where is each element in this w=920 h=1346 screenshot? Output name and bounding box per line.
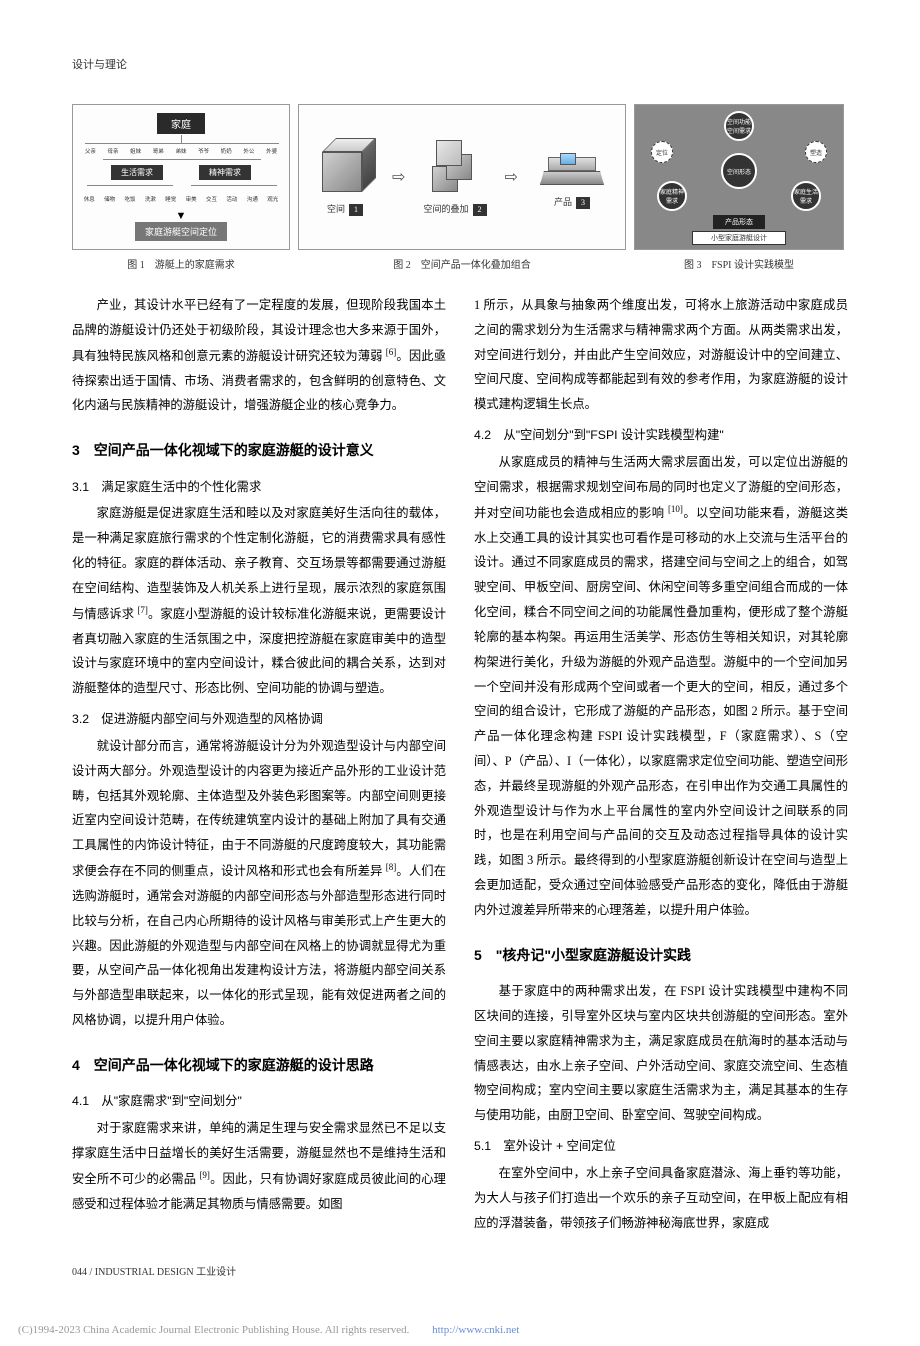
ref-10: [10]	[668, 504, 683, 514]
caption-3: 图 3 FSPI 设计实践模型	[634, 256, 844, 271]
right-column: 1 所示，从具象与抽象两个维度出发，可将水上旅游活动中家庭成员之间的需求划分为生…	[474, 293, 848, 1235]
figure-2: 空间1 ⇨ 空间的叠加2 ⇨	[298, 104, 626, 250]
fig1-life-demand: 生活需求	[111, 165, 163, 180]
heading-4-2: 4.2 从"空间划分"到"FSPI 设计实践模型构建"	[474, 423, 848, 448]
fig1-spirit-demand: 精神需求	[199, 165, 251, 180]
figure-3: 空间功能 空间需求 定位 塑造 空间形态 家庭精神 需求 家庭生活 需求 产品形…	[634, 104, 844, 250]
model-node-center: 空间形态	[721, 153, 757, 189]
page-footer: 044 / INDUSTRIAL DESIGN 工业设计	[72, 1263, 848, 1278]
heading-3: 3 空间产品一体化视域下的家庭游艇的设计意义	[72, 436, 446, 464]
ref-6: [6]	[386, 347, 397, 357]
captions-row: 图 1 游艇上的家庭需求 图 2 空间产品一体化叠加组合 图 3 FSPI 设计…	[72, 256, 848, 271]
fig1-members: 父亲母亲 姐妹哥弟 弟妹爷爷 奶奶外公 外婆	[73, 147, 289, 155]
ref-9: [9]	[199, 1170, 210, 1180]
model-bar1: 产品形态	[713, 215, 765, 229]
body-columns: 产业，其设计水平已经有了一定程度的发展，但现阶段我国本土品牌的游艇设计仍还处于初…	[72, 293, 848, 1235]
fig1-result: 家庭游艇空间定位	[135, 222, 227, 241]
model-node-tr: 塑造	[805, 141, 827, 163]
copyright-bar: (C)1994-2023 China Academic Journal Elec…	[0, 1318, 920, 1346]
figure-1: 家庭 父亲母亲 姐妹哥弟 弟妹爷爷 奶奶外公 外婆 生活需求 精神需求	[72, 104, 290, 250]
model-node-bl: 家庭精神 需求	[657, 181, 687, 211]
heading-3-2: 3.2 促进游艇内部空间与外观造型的风格协调	[72, 707, 446, 732]
header-category: 设计与理论	[72, 56, 848, 72]
down-arrow-icon: ▼	[176, 210, 187, 222]
heading-4-1: 4.1 从"家庭需求"到"空间划分"	[72, 1089, 446, 1114]
heading-5: 5 "核舟记"小型家庭游艇设计实践	[474, 941, 848, 969]
heading-5-1: 5.1 室外设计 + 空间定位	[474, 1134, 848, 1159]
cube-icon	[316, 138, 374, 196]
caption-2: 图 2 空间产品一体化叠加组合	[298, 256, 626, 271]
heading-4: 4 空间产品一体化视域下的家庭游艇的设计思路	[72, 1051, 446, 1079]
left-column: 产业，其设计水平已经有了一定程度的发展，但现阶段我国本土品牌的游艇设计仍还处于初…	[72, 293, 446, 1235]
boat-icon	[536, 145, 608, 189]
heading-3-1: 3.1 满足家庭生活中的个性化需求	[72, 475, 446, 500]
fig1-top-node: 家庭	[157, 113, 205, 134]
model-bar2: 小型家庭游艇设计	[692, 231, 786, 245]
cubes-icon	[426, 138, 484, 196]
arrow-right-icon: ⇨	[392, 167, 405, 187]
arrow-right-icon: ⇨	[505, 167, 518, 187]
ref-8: [8]	[386, 862, 397, 872]
caption-1: 图 1 游艇上的家庭需求	[72, 256, 290, 271]
model-node-top: 空间功能 空间需求	[724, 111, 754, 141]
model-node-tl: 定位	[651, 141, 673, 163]
figures-row: 家庭 父亲母亲 姐妹哥弟 弟妹爷爷 奶奶外公 外婆 生活需求 精神需求	[72, 104, 848, 250]
model-node-br: 家庭生活 需求	[791, 181, 821, 211]
cnki-link[interactable]: http://www.cnki.net	[432, 1324, 519, 1336]
ref-7: [7]	[137, 605, 148, 615]
